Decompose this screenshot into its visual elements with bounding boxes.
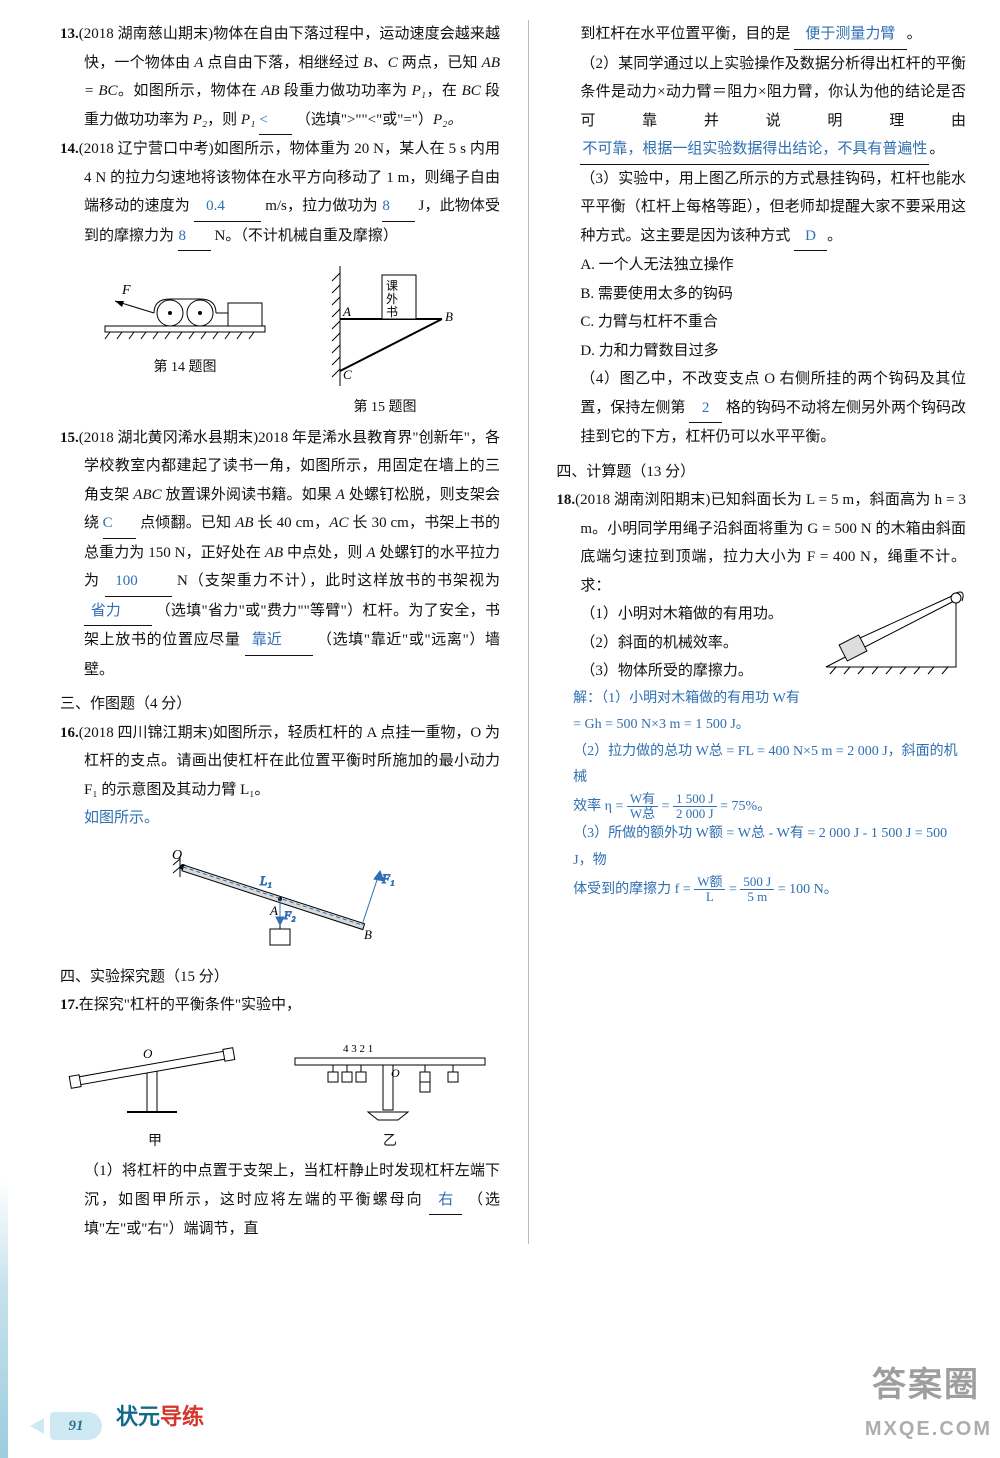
q13-source: (2018 湖南慈山期末) — [79, 26, 213, 42]
book-title: 状元导练 — [116, 1396, 204, 1438]
svg-text:L₁: L₁ — [259, 873, 272, 888]
q15-figure: 课 外 书 A B C 第 15 题图 — [310, 257, 460, 422]
sol-line6: 体受到的摩擦力 f = W额L = 500 J5 m = 100 N。 — [573, 875, 966, 905]
book-title-b: 导练 — [160, 1404, 204, 1429]
q18-source: (2018 湖南浏阳期末) — [575, 492, 710, 508]
q17-s1-ans2: 便于测量力臂 — [794, 20, 907, 50]
q17-sub4: （4）图乙中，不改变支点 O 右侧所挂的两个钩码及其位置，保持左侧第 2 格的钩… — [556, 365, 966, 452]
q17-s2-ans: 不可靠，根据一组实验数据得出结论，不具有普遍性 — [580, 135, 929, 165]
q17-optA: A. 一个人无法独立操作 — [556, 251, 966, 280]
svg-text:O: O — [143, 1046, 153, 1061]
q15-ans2: 100 — [105, 567, 173, 597]
watermark-large: 答案圈 — [872, 1353, 980, 1418]
q14-figure: F 第 14 题图 — [100, 257, 270, 422]
balance-tilted-icon: O — [65, 1030, 245, 1125]
svg-text:A: A — [269, 903, 278, 918]
sol-line5: （3）所做的额外功 W额 = W总 - W有 = 2 000 J - 1 500… — [573, 821, 966, 874]
svg-text:B: B — [445, 309, 453, 324]
page: 13.(2018 湖南慈山期末)物体在自由下落过程中，运动速度会越来越快，一个物… — [0, 0, 1000, 1458]
page-number-badge: 91 — [50, 1412, 102, 1440]
right-column: 到杠杆在水平位置平衡，目的是 便于测量力臂。 （2）某同学通过以上实验操作及数据… — [556, 20, 966, 1244]
sol-line4: 效率 η = W有W总 = 1 500 J2 000 J = 75%。 — [573, 792, 966, 822]
q15-source: (2018 湖北黄冈浠水县期末) — [79, 430, 258, 446]
watermark-small: MXQE.COM — [865, 1410, 992, 1448]
q17: 17.在探究"杠杆的平衡条件"实验中， — [60, 991, 500, 1020]
shelf-diagram-icon: 课 外 书 A B C — [310, 261, 460, 391]
sol-line3: （2）拉力做的总功 W总 = FL = 400 N×5 m = 2 000 J，… — [573, 739, 966, 792]
fraction-icon: 500 J5 m — [740, 875, 774, 905]
svg-text:A: A — [342, 304, 351, 319]
q17-optC: C. 力臂与杠杆不重合 — [556, 308, 966, 337]
q14-ans1: 0.4 — [194, 192, 262, 222]
q14-caption: 第 14 题图 — [100, 355, 270, 382]
two-column-layout: 13.(2018 湖南慈山期末)物体在自由下落过程中，运动速度会越来越快，一个物… — [60, 20, 966, 1244]
q13-number: 13. — [60, 26, 79, 42]
incline-diagram-icon — [816, 582, 966, 677]
q16-source: (2018 四川锦江期末) — [79, 725, 213, 741]
q17-sub2: （2）某同学通过以上实验操作及数据分析得出杠杆的平衡条件是动力×动力臂＝阻力×阻… — [556, 50, 966, 165]
q14-number: 14. — [60, 141, 79, 157]
q14: 14.(2018 辽宁营口中考)如图所示，物体重为 20 N，某人在 5 s 内… — [60, 135, 500, 251]
pulley-diagram-icon: F — [100, 261, 270, 351]
q17-s1-ans: 右 — [429, 1186, 462, 1216]
q18-number: 18. — [556, 492, 575, 508]
sol-line2: = Gh = 500 N×3 m = 1 500 J。 — [573, 712, 966, 739]
q15-number: 15. — [60, 430, 79, 446]
q16-note: 如图所示。 — [60, 804, 500, 833]
q16: 16.(2018 四川锦江期末)如图所示，轻质杠杆的 A 点挂一重物，O 为杠杆… — [60, 719, 500, 805]
q17-optD: D. 力和力臂数目过多 — [556, 337, 966, 366]
svg-text:O: O — [172, 848, 182, 863]
q17-cap-right: 乙 — [285, 1129, 495, 1156]
q17-fig-left: O 甲 — [65, 1026, 245, 1156]
section-calc-heading: 四、计算题（13 分） — [556, 458, 966, 487]
q14-ans2: 8 — [382, 192, 415, 222]
svg-text:F₁: F₁ — [381, 871, 394, 886]
q17-s3-ans: D — [794, 222, 827, 252]
q15-ans3: 省力 — [84, 597, 152, 627]
q18-solution: 解：（1）小明对木箱做的有用功 W有 = Gh = 500 N×3 m = 1 … — [556, 686, 966, 905]
fraction-icon: W额L — [694, 875, 725, 905]
fraction-icon: 1 500 J2 000 J — [673, 792, 717, 822]
svg-text:书: 书 — [386, 305, 398, 319]
q17-cap-left: 甲 — [65, 1129, 245, 1156]
q17-sub1: （1）将杠杆的中点置于支架上，当杠杆静止时发现杠杆左端下沉，如图甲所示，这时应将… — [60, 1157, 500, 1244]
svg-text:4 3 2 1: 4 3 2 1 — [343, 1043, 373, 1055]
svg-text:B: B — [364, 927, 372, 942]
q15: 15.(2018 湖北黄冈浠水县期末)2018 年是浠水县教育界"创新年"，各学… — [60, 424, 500, 685]
q14-q15-figures: F 第 14 题图 — [60, 257, 500, 422]
svg-text:O: O — [391, 1066, 400, 1080]
q17-fig-right: 4 3 2 1 O — [285, 1026, 495, 1156]
q17-sub3: （3）实验中，用上图乙所示的方式悬挂钩码，杠杆也能水平平衡（杠杆上每格等距），但… — [556, 165, 966, 252]
page-badge-arrow-icon — [30, 1418, 44, 1434]
section-4-heading: 四、实验探究题（15 分） — [60, 963, 500, 992]
q13: 13.(2018 湖南慈山期末)物体在自由下落过程中，运动速度会越来越快，一个物… — [60, 20, 500, 135]
svg-text:外: 外 — [386, 292, 398, 306]
svg-text:F₂: F₂ — [283, 908, 296, 922]
q13-answer: < — [259, 106, 292, 136]
q17-sub1-cont: 到杠杆在水平位置平衡，目的是 便于测量力臂。 — [556, 20, 966, 50]
q17-figures: O 甲 4 3 2 1 O — [60, 1026, 500, 1156]
book-title-a: 状元 — [116, 1404, 160, 1429]
svg-text:C: C — [343, 367, 352, 382]
q15-ans4: 靠近 — [245, 626, 313, 656]
q17-number: 17. — [60, 997, 79, 1013]
q15-ans1: C — [103, 509, 136, 539]
q14-ans3: 8 — [178, 222, 211, 252]
sol-line1: 解：（1）小明对木箱做的有用功 W有 — [573, 686, 966, 713]
q17-optB: B. 需要使用太多的钩码 — [556, 280, 966, 309]
q14-source: (2018 辽宁营口中考) — [79, 141, 214, 157]
svg-text:课: 课 — [386, 279, 398, 293]
lever-answer-diagram-icon: O A L₁ F₁ F₂ B — [150, 837, 410, 957]
q17-s4-ans: 2 — [689, 394, 722, 424]
q16-number: 16. — [60, 725, 79, 741]
svg-text:F: F — [121, 283, 131, 298]
page-footer: 91 状元导练 — [0, 1400, 1000, 1444]
section-3-heading: 三、作图题（4 分） — [60, 690, 500, 719]
fraction-icon: W有W总 — [627, 792, 658, 822]
balance-weights-icon: 4 3 2 1 O — [285, 1030, 495, 1125]
left-column: 13.(2018 湖南慈山期末)物体在自由下落过程中，运动速度会越来越快，一个物… — [60, 20, 500, 1244]
q18-block: 18.(2018 湖南浏阳期末)已知斜面长为 L = 5 m，斜面高为 h = … — [556, 486, 966, 904]
q15-caption: 第 15 题图 — [310, 395, 460, 422]
